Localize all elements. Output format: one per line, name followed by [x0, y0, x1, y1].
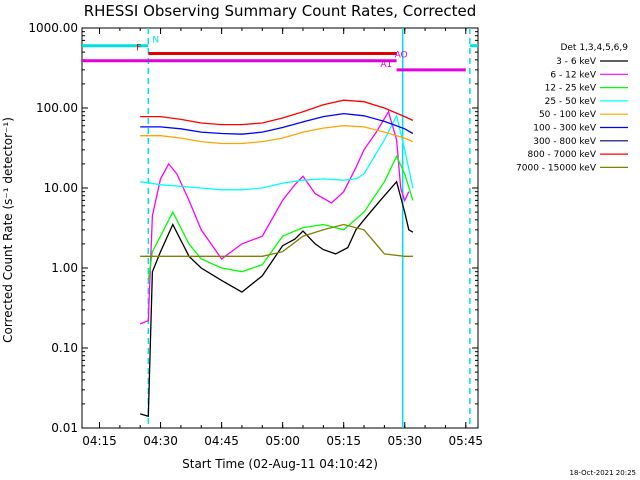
x-tick-label: 05:00 — [265, 434, 300, 448]
legend-label: 3 - 6 keV — [556, 57, 597, 67]
legend-label: 300 - 800 keV — [533, 137, 597, 147]
plot-area: 1000.00 100.00 10.00 1.00 0.10 0.01 04:15 04:30… — [28, 21, 483, 448]
state-marker-label: A1 — [380, 60, 392, 70]
series-line — [140, 125, 414, 145]
series-line — [140, 223, 413, 257]
series-line — [140, 99, 414, 126]
x-tick-label: 05:45 — [448, 434, 483, 448]
y-tick-label: 10.00 — [44, 181, 78, 195]
y-tick-label: 0.10 — [51, 341, 78, 355]
x-tick-label: 05:30 — [387, 434, 422, 448]
legend-label: 25 - 50 keV — [545, 97, 597, 107]
state-marker-label: N — [152, 36, 159, 46]
legend-title: Det 1,3,4,5,6,9 — [560, 43, 628, 53]
series-line — [147, 154, 414, 281]
footer-timestamp: 18-Oct-2021 20:25 — [570, 469, 636, 477]
x-axis-label: Start Time (02-Aug-11 04:10:42) — [182, 457, 378, 471]
x-tick-label: 05:15 — [326, 434, 361, 448]
legend-label: 6 - 12 keV — [550, 70, 596, 80]
y-tick-label: 0.01 — [51, 421, 78, 435]
y-tick-label: 1000.00 — [28, 21, 78, 35]
legend-label: 50 - 100 keV — [539, 110, 597, 120]
series-line — [140, 113, 414, 191]
legend: Det 1,3,4,5,6,9 3 - 6 keV 6 - 12 keV 12 - … — [516, 43, 628, 173]
legend-label: 7000 - 15000 keV — [516, 163, 597, 173]
series-line — [139, 110, 410, 325]
legend-label: 800 - 7000 keV — [528, 150, 597, 160]
plot-frame — [81, 27, 479, 429]
series-line — [140, 112, 414, 135]
state-marker-label: F — [136, 44, 141, 54]
x-tick-label: 04:45 — [204, 434, 239, 448]
state-marker-label: AO — [395, 51, 408, 61]
legend-label: 100 - 300 keV — [533, 124, 597, 134]
legend-label: 12 - 25 keV — [545, 84, 597, 94]
chart-title: RHESSI Observing Summary Count Rates, Co… — [84, 2, 477, 20]
y-tick-label: 1.00 — [51, 261, 78, 275]
x-tick-label: 04:15 — [82, 434, 117, 448]
y-axis-label: Corrected Count Rate (s⁻¹ detector⁻¹) — [1, 117, 15, 343]
series-line — [140, 180, 414, 418]
x-tick-label: 04:30 — [143, 434, 178, 448]
y-tick-label: 100.00 — [36, 101, 78, 115]
